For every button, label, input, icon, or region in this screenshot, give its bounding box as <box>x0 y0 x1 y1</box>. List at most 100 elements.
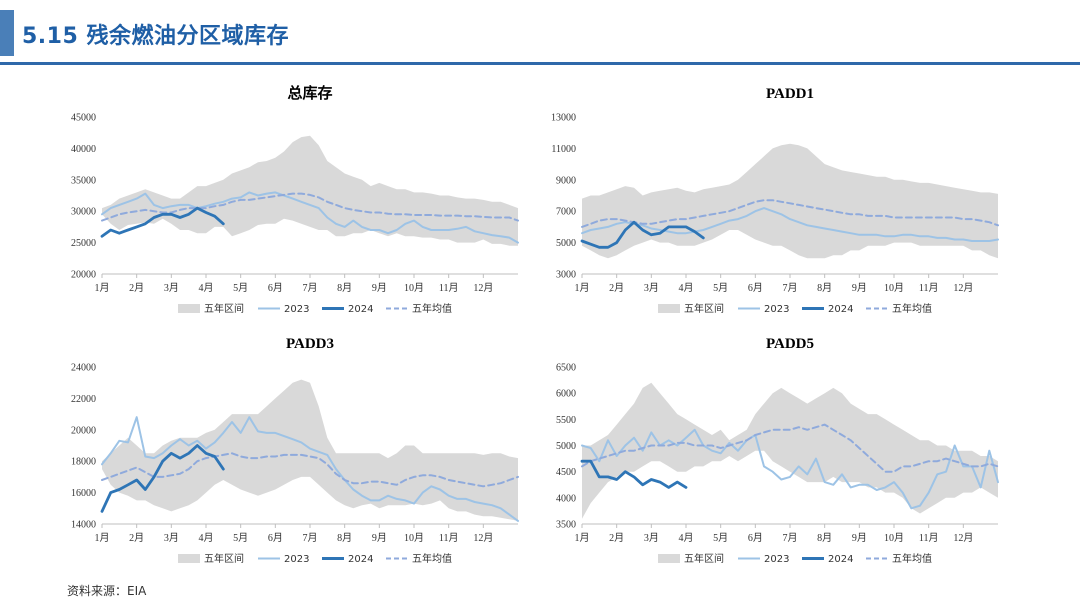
y-tick-label: 5000 <box>556 238 576 249</box>
x-tick-label: 1月 <box>95 282 110 294</box>
y-tick-label: 16000 <box>71 488 96 499</box>
x-tick-label: 2月 <box>129 282 144 294</box>
legend-label: 2023 <box>284 304 309 315</box>
legend-label: 2023 <box>764 304 789 315</box>
legend-label: 五年均值 <box>892 302 932 315</box>
x-tick-label: 6月 <box>268 282 283 294</box>
x-tick-label: 7月 <box>783 532 798 544</box>
legend-label: 五年均值 <box>412 552 452 565</box>
header-accent-block <box>0 10 14 56</box>
chart-total-inventory: 总库存 20000 25000 30000 35000 40000 45000 1月 2月 3月 4… <box>50 80 520 320</box>
legend-label: 2023 <box>284 554 309 565</box>
series-2024-line <box>100 444 225 513</box>
series-five-year-avg-line <box>101 452 519 488</box>
x-tick-label: 11月 <box>919 282 939 294</box>
x-tick-label: 2月 <box>129 532 144 544</box>
chart-svg: PADD5 3500 4000 4500 5000 5500 6000 6500 1月 2月 3月 4… <box>556 336 999 565</box>
x-tick-label: 10月 <box>404 282 424 294</box>
x-tick-label: 10月 <box>404 532 424 544</box>
y-tick-label: 13000 <box>551 113 576 124</box>
x-tick-label: 5月 <box>713 532 728 544</box>
x-tick-label: 12月 <box>473 532 493 544</box>
y-tick-label: 4500 <box>556 467 576 478</box>
y-tick-label: 6000 <box>556 389 576 400</box>
legend-swatch-band <box>178 554 200 563</box>
y-tick-label: 22000 <box>71 394 96 405</box>
series-2023-line <box>101 191 519 244</box>
x-tick-label: 8月 <box>337 532 352 544</box>
y-tick-label: 40000 <box>71 144 96 155</box>
legend-swatch-band <box>658 554 680 563</box>
x-tick-label: 3月 <box>644 282 659 294</box>
legend-swatch-band <box>658 304 680 313</box>
x-tick-label: 8月 <box>817 532 832 544</box>
y-tick-label: 45000 <box>71 113 96 124</box>
y-tick-label: 5500 <box>556 415 576 426</box>
x-tick-label: 1月 <box>575 282 590 294</box>
y-tick-label: 11000 <box>551 144 576 155</box>
y-tick-label: 7000 <box>556 207 576 218</box>
x-tick-label: 4月 <box>679 532 694 544</box>
chart-title: PADD3 <box>286 336 334 352</box>
x-tick-label: 9月 <box>372 532 387 544</box>
legend-swatch-band <box>178 304 200 313</box>
x-tick-label: 3月 <box>644 532 659 544</box>
chart-padd5: PADD5 3500 4000 4500 5000 5500 6000 6500 1月 2月 3月 4… <box>530 330 1000 570</box>
x-tick-label: 12月 <box>953 532 973 544</box>
header-divider <box>0 62 1080 65</box>
series-2023-line <box>581 207 999 242</box>
y-tick-label: 20000 <box>71 270 96 281</box>
series-2024-line <box>580 220 705 249</box>
y-tick-label: 14000 <box>71 520 96 531</box>
y-tick-label: 25000 <box>71 238 96 249</box>
five-year-range-band <box>102 135 518 246</box>
x-tick-label: 7月 <box>303 282 318 294</box>
x-tick-label: 6月 <box>748 532 763 544</box>
legend-label: 五年区间 <box>204 552 244 565</box>
x-tick-label: 2月 <box>609 282 624 294</box>
chart-svg: PADD1 3000 5000 7000 9000 11000 13000 1月 2月 3月 4月 5… <box>551 86 999 315</box>
x-tick-label: 7月 <box>783 282 798 294</box>
y-tick-label: 4000 <box>556 493 576 504</box>
series-five-year-avg-line <box>581 423 999 473</box>
y-tick-label: 3000 <box>556 270 576 281</box>
y-tick-label: 5000 <box>556 441 576 452</box>
x-tick-label: 7月 <box>303 532 318 544</box>
x-tick-label: 5月 <box>713 282 728 294</box>
x-tick-label: 8月 <box>337 282 352 294</box>
y-tick-label: 6500 <box>556 363 576 374</box>
five-year-range-band <box>582 382 998 519</box>
series-five-year-avg-line <box>101 192 519 222</box>
x-tick-label: 4月 <box>679 282 694 294</box>
five-year-range-band <box>102 379 518 521</box>
chart-padd3: PADD3 14000 16000 18000 20000 22000 24000 1月 2月 3… <box>50 330 520 570</box>
chart-padd1: PADD1 3000 5000 7000 9000 11000 13000 1月 2月 3月 4月 5… <box>530 80 1000 320</box>
y-tick-label: 18000 <box>71 457 96 468</box>
chart-svg: PADD3 14000 16000 18000 20000 22000 24000 1月 2月 3… <box>71 336 519 565</box>
x-tick-label: 9月 <box>852 282 867 294</box>
x-tick-label: 12月 <box>473 282 493 294</box>
x-tick-label: 10月 <box>884 282 904 294</box>
source-note: 资料来源：EIA <box>67 584 147 598</box>
x-tick-label: 11月 <box>439 532 459 544</box>
y-tick-label: 30000 <box>71 207 96 218</box>
legend-label: 2023 <box>764 554 789 565</box>
x-tick-label: 5月 <box>233 532 248 544</box>
five-year-range-band <box>582 143 998 259</box>
chart-title: 总库存 <box>287 84 332 102</box>
x-tick-label: 4月 <box>199 532 214 544</box>
x-tick-label: 10月 <box>884 532 904 544</box>
x-tick-label: 4月 <box>199 282 214 294</box>
legend-label: 五年区间 <box>684 302 724 315</box>
series-2023-line <box>101 416 519 522</box>
x-tick-label: 1月 <box>575 532 590 544</box>
x-tick-label: 11月 <box>919 532 939 544</box>
series-2024-line <box>580 459 688 489</box>
legend-label: 2024 <box>348 304 373 315</box>
series-2023-line <box>581 428 999 510</box>
x-tick-label: 5月 <box>233 282 248 294</box>
chart-title: PADD1 <box>766 86 814 102</box>
x-tick-label: 3月 <box>164 282 179 294</box>
page-title: 5.15 残余燃油分区域库存 <box>22 24 289 49</box>
legend-label: 五年区间 <box>204 302 244 315</box>
